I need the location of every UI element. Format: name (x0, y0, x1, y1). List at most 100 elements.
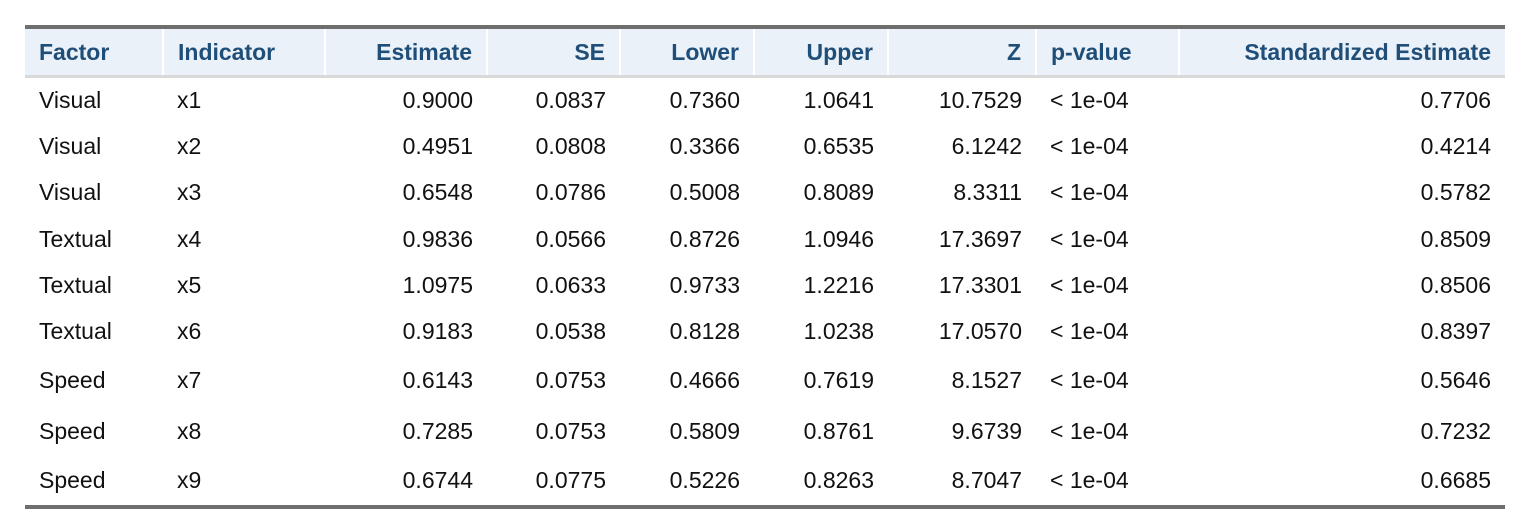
p-value-cell: < 1e-04 (1050, 318, 1129, 344)
standardized-estimate-cell: 0.8506 (1420, 272, 1491, 298)
p-value-cell: < 1e-04 (1050, 87, 1129, 114)
se-cell: 0.0786 (535, 179, 606, 205)
z-cell: 8.7047 (951, 467, 1022, 493)
estimate-cell: 0.6744 (402, 467, 473, 493)
standardized-estimate-cell: 0.4214 (1420, 133, 1491, 159)
column-header-lower: Lower (620, 27, 755, 78)
p-value-cell: < 1e-04 (1050, 179, 1129, 205)
z-cell: 17.3301 (938, 272, 1022, 298)
lower-cell: 0.9733 (669, 272, 740, 298)
table-row: Speed x7 0.6143 0.0753 0.4666 0.7619 8.1527 < 1… (25, 355, 1505, 406)
indicator-cell: x4 (177, 225, 202, 252)
p-value-cell: < 1e-04 (1050, 417, 1129, 444)
column-header-z: Z (888, 27, 1037, 78)
p-value-cell: < 1e-04 (1050, 366, 1129, 393)
factor-cell: Textual (39, 272, 112, 298)
estimate-cell: 0.6143 (402, 366, 473, 393)
upper-cell: 0.8263 (803, 467, 874, 493)
upper-cell: 0.8089 (803, 179, 874, 205)
column-header-upper: Upper (754, 27, 889, 78)
factor-cell: Visual (39, 133, 102, 159)
standardized-estimate-cell: 0.6685 (1420, 467, 1491, 493)
table-row: Visual x3 0.6548 0.0786 0.5008 0.8089 8.3311 < … (25, 170, 1505, 216)
lower-cell: 0.7360 (669, 87, 740, 114)
p-value-cell: < 1e-04 (1050, 467, 1129, 493)
lower-cell: 0.5008 (669, 179, 740, 205)
estimate-cell: 0.6548 (402, 179, 473, 205)
upper-cell: 0.7619 (803, 366, 874, 393)
se-cell: 0.0837 (535, 87, 606, 114)
standardized-estimate-cell: 0.7706 (1420, 87, 1491, 114)
se-cell: 0.0633 (535, 272, 606, 298)
p-value-cell: < 1e-04 (1050, 133, 1129, 159)
estimate-cell: 0.9000 (402, 87, 473, 114)
p-value-cell: < 1e-04 (1050, 272, 1129, 298)
upper-cell: 1.0946 (803, 225, 874, 252)
lower-cell: 0.8128 (669, 318, 740, 344)
column-header-p-value: p-value (1036, 27, 1180, 78)
indicator-cell: x6 (177, 318, 202, 344)
factor-cell: Visual (39, 87, 102, 114)
indicator-cell: x9 (177, 467, 202, 493)
table-row: Visual x2 0.4951 0.0808 0.3366 0.6535 6.1242 < … (25, 124, 1505, 170)
indicator-cell: x2 (177, 133, 202, 159)
standardized-estimate-cell: 0.5646 (1420, 366, 1491, 393)
lower-cell: 0.5809 (669, 417, 740, 444)
se-cell: 0.0775 (535, 467, 606, 493)
upper-cell: 0.6535 (803, 133, 874, 159)
table-row: Speed x9 0.6744 0.0775 0.5226 0.8263 8.7047 < 1… (25, 457, 1505, 507)
factor-cell: Visual (39, 179, 102, 205)
factor-cell: Speed (39, 366, 106, 393)
estimate-cell: 0.9183 (402, 318, 473, 344)
factor-loadings-table: Factor Indicator Estimate SE Lower Upper… (25, 25, 1505, 509)
indicator-cell: x5 (177, 272, 202, 298)
se-cell: 0.0808 (535, 133, 606, 159)
z-cell: 9.6739 (951, 417, 1022, 444)
z-cell: 8.1527 (951, 366, 1022, 393)
z-cell: 17.0570 (938, 318, 1022, 344)
lower-cell: 0.8726 (669, 225, 740, 252)
se-cell: 0.0566 (535, 225, 606, 252)
upper-cell: 0.8761 (803, 417, 874, 444)
se-cell: 0.0753 (535, 366, 606, 393)
se-cell: 0.0538 (535, 318, 606, 344)
p-value-cell: < 1e-04 (1050, 225, 1129, 252)
column-header-indicator: Indicator (163, 27, 326, 78)
factor-cell: Speed (39, 417, 106, 444)
z-cell: 10.7529 (938, 87, 1022, 114)
estimate-cell: 0.4951 (402, 133, 473, 159)
upper-cell: 1.0238 (803, 318, 874, 344)
column-header-estimate: Estimate (325, 27, 488, 78)
table-row: Textual x4 0.9836 0.0566 0.8726 1.0946 17.3697… (25, 216, 1505, 263)
lower-cell: 0.3366 (669, 133, 740, 159)
standardized-estimate-cell: 0.7232 (1420, 417, 1491, 444)
table-body: Visual x1 0.9000 0.0837 0.7360 1.0641 10.7529 <… (25, 77, 1505, 507)
factor-cell: Textual (39, 225, 112, 252)
table-row: Speed x8 0.7285 0.0753 0.5809 0.8761 9.6739 < 1… (25, 406, 1505, 457)
header-row: Factor Indicator Estimate SE Lower Upper… (25, 27, 1505, 78)
estimate-cell: 1.0975 (402, 272, 473, 298)
column-header-se: SE (487, 27, 621, 78)
indicator-cell: x1 (177, 87, 202, 114)
upper-cell: 1.2216 (803, 272, 874, 298)
factor-cell: Speed (39, 467, 106, 493)
upper-cell: 1.0641 (803, 87, 874, 114)
indicator-cell: x8 (177, 417, 202, 444)
lower-cell: 0.4666 (669, 366, 740, 393)
table-row: Textual x6 0.9183 0.0538 0.8128 1.0238 17.0570… (25, 309, 1505, 355)
standardized-estimate-cell: 0.8397 (1420, 318, 1491, 344)
estimate-cell: 0.9836 (402, 225, 473, 252)
lower-cell: 0.5226 (669, 467, 740, 493)
z-cell: 8.3311 (953, 179, 1022, 205)
column-header-standardized-estimate: Standardized Estimate (1179, 27, 1505, 78)
z-cell: 17.3697 (938, 225, 1022, 252)
column-header-factor: Factor (25, 27, 164, 78)
z-cell: 6.1242 (951, 133, 1022, 159)
indicator-cell: x3 (177, 179, 202, 205)
standardized-estimate-cell: 0.8509 (1420, 225, 1491, 252)
results-table-container: Factor Indicator Estimate SE Lower Upper… (25, 25, 1505, 509)
factor-cell: Textual (39, 318, 112, 344)
table-row: Textual x5 1.0975 0.0633 0.9733 1.2216 17.3301… (25, 263, 1505, 309)
indicator-cell: x7 (177, 366, 202, 393)
se-cell: 0.0753 (535, 417, 606, 444)
